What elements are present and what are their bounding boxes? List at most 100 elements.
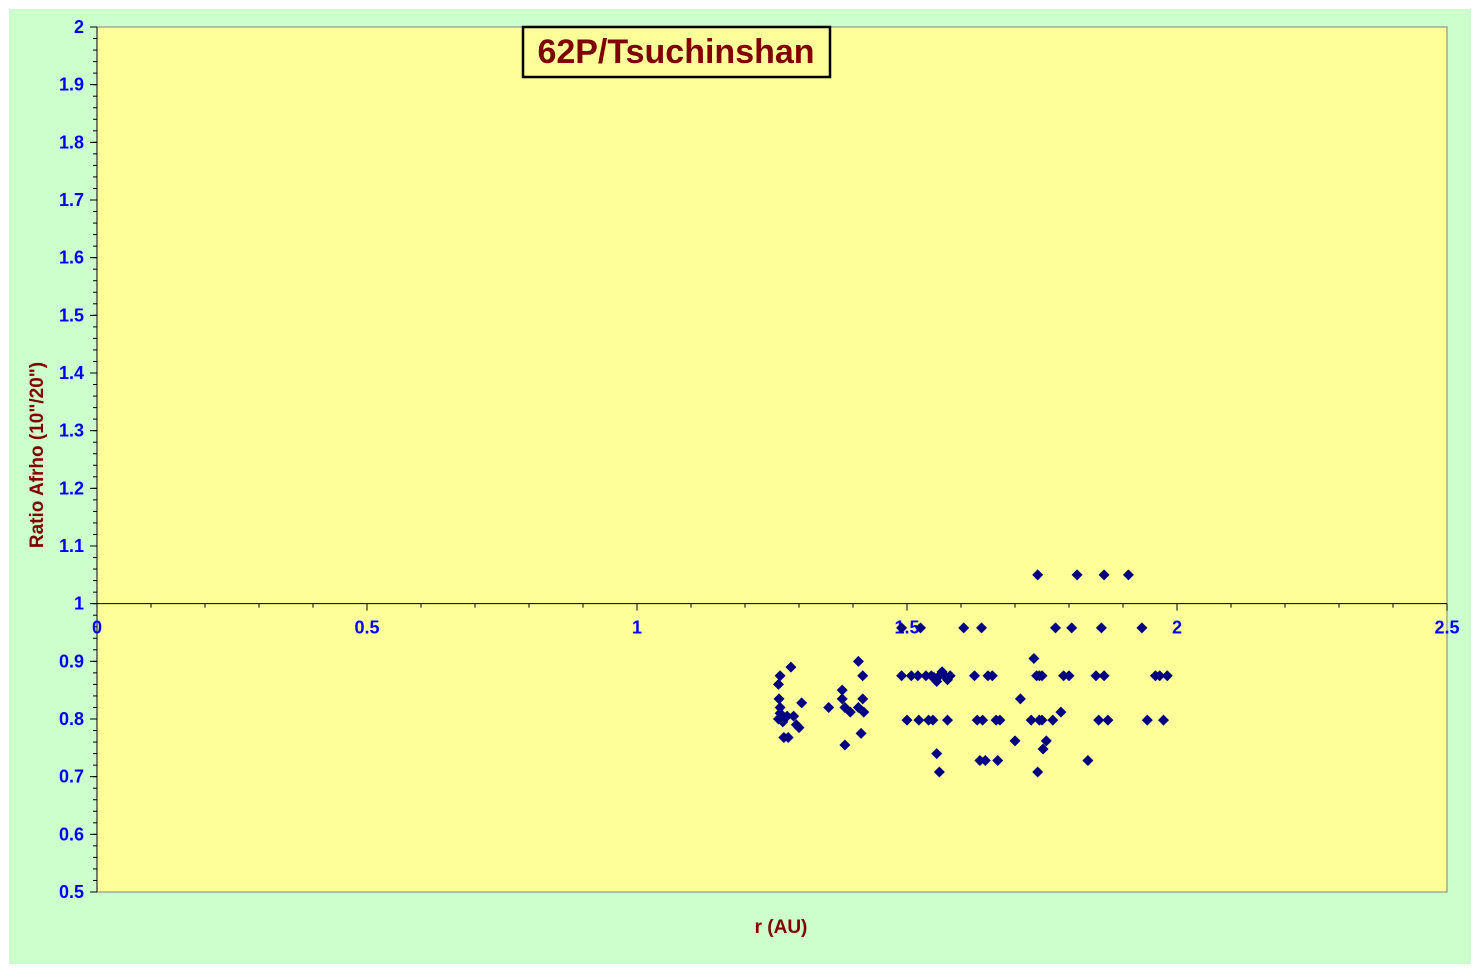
data-point-marker [1036, 670, 1048, 682]
y-tick-label: 1.7 [59, 190, 84, 210]
data-point-marker [944, 670, 956, 682]
data-point-marker [773, 693, 785, 705]
data-point-marker [977, 714, 989, 726]
data-point-marker [1161, 670, 1173, 682]
data-point-marker [896, 670, 908, 682]
data-point-marker [958, 622, 970, 634]
chart-title-box [521, 25, 832, 79]
y-tick-label: 1 [74, 594, 84, 614]
data-point-marker [1158, 714, 1169, 726]
data-point-marker [905, 670, 917, 682]
data-point-marker [969, 670, 980, 682]
data-point-marker [912, 670, 924, 682]
data-point-marker [976, 622, 988, 634]
data-point-marker [785, 661, 797, 673]
data-point-marker [796, 697, 808, 709]
y-tick-label: 1.8 [59, 132, 84, 152]
data-point-marker [1009, 735, 1021, 747]
data-point-marker [1036, 714, 1048, 726]
data-point-marker [1141, 714, 1153, 726]
x-tick-label: 2 [1172, 618, 1182, 638]
data-point-marker [901, 714, 913, 726]
data-point-marker [836, 693, 848, 705]
data-point-marker [1098, 569, 1110, 581]
data-point-marker [839, 739, 851, 751]
data-point-marker [1154, 670, 1166, 682]
y-tick-label: 1.5 [59, 305, 84, 325]
data-point-marker [1050, 622, 1061, 634]
data-point-marker [1055, 706, 1067, 718]
x-tick-label: 1.5 [894, 618, 919, 638]
data-point-marker [1032, 766, 1044, 778]
data-point-marker [1102, 714, 1114, 726]
data-point-marker [1066, 622, 1078, 634]
y-tick-label: 1.4 [59, 363, 84, 383]
data-point-marker [992, 755, 1004, 767]
y-tick-label: 0.6 [59, 824, 84, 844]
y-tick-label: 1.3 [59, 421, 84, 441]
data-point-marker [793, 722, 805, 734]
data-point-marker [1095, 622, 1107, 634]
data-point-marker [1136, 622, 1148, 634]
data-point-marker [823, 701, 835, 713]
data-point-marker [1047, 714, 1059, 726]
y-axis: 0.5 0.6 0.7 0.8 0.9 1 1.1 1.2 1.3 1.4 1.5 1.6 1.7 1.8… [59, 17, 98, 902]
x-tick-label: 0.5 [354, 618, 379, 638]
data-point-marker [782, 731, 794, 743]
data-point-marker [844, 706, 856, 718]
x-tick-label: 1 [632, 618, 642, 638]
x-tick-label: 2.5 [1434, 618, 1459, 638]
x-axis-title: r (AU) [755, 917, 808, 938]
y-tick-label: 0.8 [59, 709, 84, 729]
data-point-marker [1014, 693, 1026, 705]
data-point-marker [1071, 569, 1083, 581]
data-point-marker [852, 701, 864, 713]
data-point-marker [927, 714, 939, 726]
plot-area-background [96, 26, 1448, 893]
data-point-marker [1028, 652, 1040, 664]
data-point-marker [774, 701, 786, 713]
x-tick-label: 0 [92, 618, 102, 638]
data-point-marker [1090, 670, 1102, 682]
data-point-marker [931, 748, 943, 760]
data-point-marker [857, 670, 869, 682]
y-tick-label: 1.9 [59, 75, 84, 95]
y-tick-label: 2 [74, 17, 84, 37]
data-point-marker [1082, 755, 1094, 767]
data-point-marker [1025, 714, 1037, 726]
y-tick-label: 1.1 [59, 536, 84, 556]
data-point-marker [1122, 569, 1134, 581]
data-point-marker [942, 714, 953, 726]
data-point-marker [774, 670, 786, 682]
data-point-marker [788, 710, 800, 722]
y-tick-label: 0.7 [59, 767, 84, 787]
data-point-marker [1032, 569, 1044, 581]
data-point-marker [772, 678, 784, 690]
data-point-marker [1063, 670, 1075, 682]
data-point-marker [913, 714, 925, 726]
data-point-marker [781, 710, 793, 722]
data-point-marker [836, 684, 848, 696]
y-tick-label: 1.6 [59, 248, 84, 268]
data-point-marker [933, 766, 945, 778]
data-point-marker [994, 714, 1006, 726]
data-point-marker [986, 670, 998, 682]
y-tick-label: 0.9 [59, 651, 84, 671]
data-point-marker [1040, 735, 1052, 747]
data-point-marker [915, 622, 926, 634]
data-point-marker [1093, 714, 1105, 726]
y-axis-title: Ratio Afrho (10"/20") [27, 362, 48, 548]
data-point-marker [855, 727, 867, 739]
data-point-marker [852, 655, 864, 667]
data-point-marker [979, 755, 991, 767]
data-points [772, 569, 1173, 778]
chart-title: 62P/Tsuchinshan [537, 33, 814, 71]
data-point-marker [896, 622, 908, 634]
data-point-marker [1037, 743, 1049, 755]
y-tick-label: 1.2 [59, 478, 84, 498]
y-tick-label: 0.5 [59, 882, 84, 902]
data-point-marker [857, 693, 869, 705]
x-axis: 0 0.5 1 1.5 2 2.5 [92, 603, 1460, 638]
